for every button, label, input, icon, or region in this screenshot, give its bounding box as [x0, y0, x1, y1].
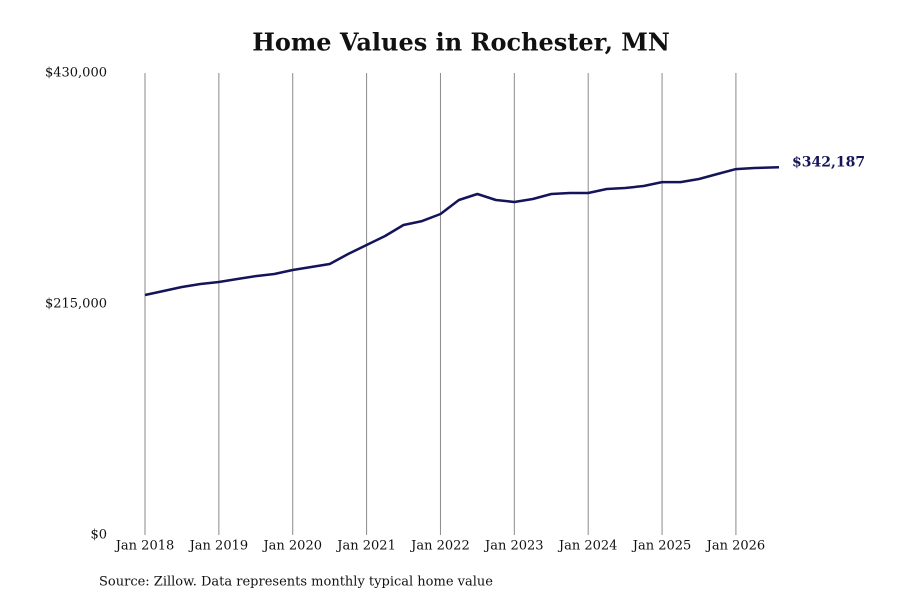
x-tick-label: Jan 2024 — [557, 539, 618, 554]
chart-title: Home Values in Rochester, MN — [252, 28, 670, 57]
y-tick-label: $215,000 — [45, 297, 107, 312]
value-label: $342,187 — [792, 154, 865, 170]
x-tick-label: Jan 2018 — [114, 539, 175, 554]
x-tick-label: Jan 2019 — [188, 539, 249, 554]
x-tick-label: Jan 2026 — [705, 539, 766, 554]
y-tick-label: $430,000 — [45, 66, 107, 81]
x-tick-label: Jan 2023 — [483, 539, 544, 554]
source-note: Source: Zillow. Data represents monthly … — [99, 575, 493, 590]
y-tick-label: $0 — [90, 528, 107, 543]
data-line — [144, 166, 780, 297]
x-tick-label: Jan 2022 — [409, 539, 470, 554]
x-tick-label: Jan 2025 — [631, 539, 692, 554]
x-tick-label: Jan 2020 — [261, 539, 322, 554]
x-tick-label: Jan 2021 — [335, 539, 396, 554]
